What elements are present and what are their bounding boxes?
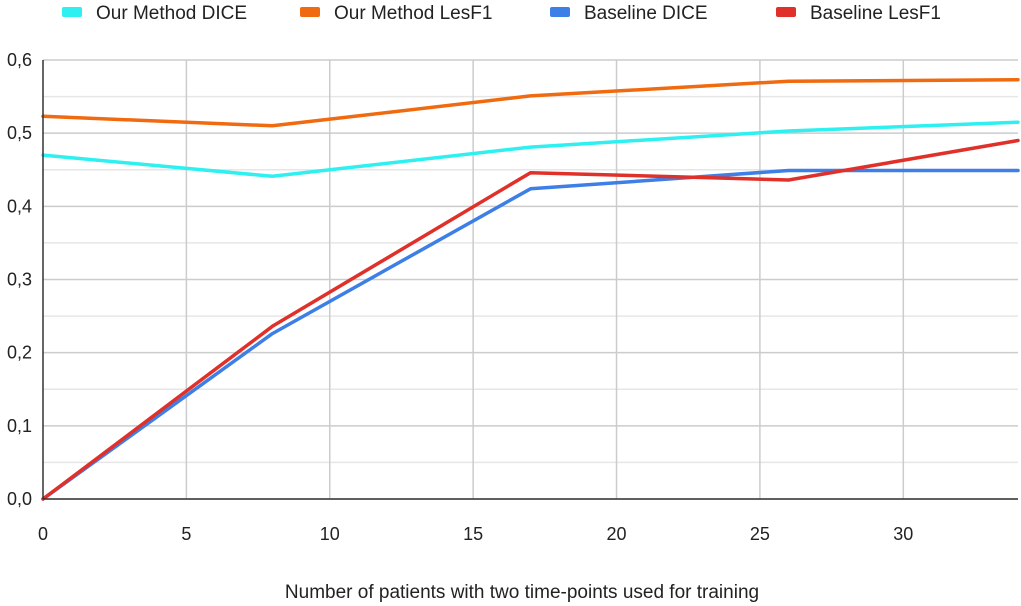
y-tick-label: 0,0 xyxy=(7,489,32,509)
x-axis-title: Number of patients with two time-points … xyxy=(285,582,759,603)
x-tick-label: 5 xyxy=(181,524,191,544)
legend-label-our-method-lesf1: Our Method LesF1 xyxy=(334,3,492,24)
series-lines xyxy=(41,78,1020,501)
legend-swatch-baseline-dice xyxy=(550,7,570,17)
legend: Our Method DICE Our Method LesF1 Baseline … xyxy=(62,3,941,24)
x-tick-label: 15 xyxy=(463,524,483,544)
y-tick-label: 0,1 xyxy=(7,416,32,436)
legend-label-baseline-lesf1: Baseline LesF1 xyxy=(810,3,941,24)
x-tick-label: 0 xyxy=(38,524,48,544)
y-tick-label: 0,5 xyxy=(7,123,32,143)
x-tick-label: 20 xyxy=(607,524,627,544)
x-tick-label: 10 xyxy=(320,524,340,544)
series-line-baseline-dice xyxy=(41,168,1020,501)
series-line-baseline-lesf1 xyxy=(41,138,1020,501)
legend-swatch-our-method-dice xyxy=(62,7,82,17)
y-tick-label: 0,4 xyxy=(7,196,32,216)
series-line-our-method-lesf1 xyxy=(41,78,1020,128)
grid xyxy=(43,59,1018,500)
legend-swatch-our-method-lesf1 xyxy=(300,7,320,17)
x-tick-label: 25 xyxy=(750,524,770,544)
y-tick-label: 0,6 xyxy=(7,50,32,70)
y-tick-label: 0,3 xyxy=(7,270,32,290)
legend-label-baseline-dice: Baseline DICE xyxy=(584,3,708,24)
series-line-our-method-dice xyxy=(41,120,1020,179)
x-tick-label: 30 xyxy=(893,524,913,544)
axes: 0,0 0,1 0,2 0,3 0,4 0,5 0,6 0 5 10 15 20 25 30 xyxy=(7,50,1018,544)
legend-label-our-method-dice: Our Method DICE xyxy=(96,3,247,24)
y-tick-label: 0,2 xyxy=(7,343,32,363)
legend-swatch-baseline-lesf1 xyxy=(776,7,796,17)
